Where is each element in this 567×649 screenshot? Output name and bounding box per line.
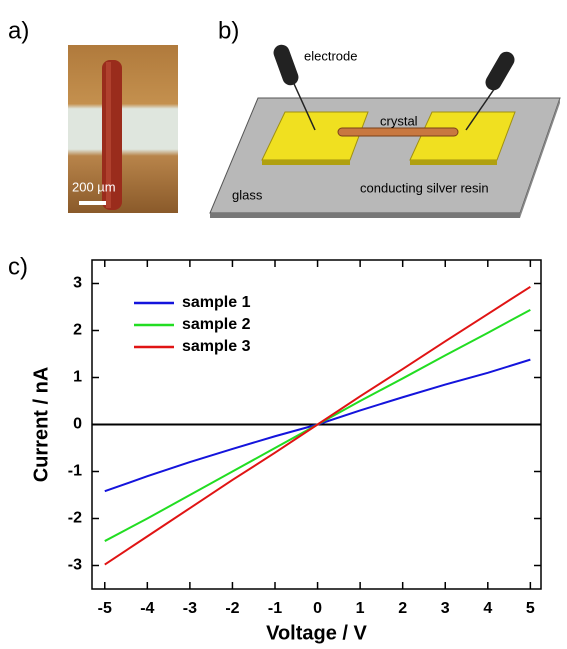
y-tick-label: 1: [73, 369, 82, 386]
legend-label: sample 3: [182, 338, 251, 355]
x-tick-label: -5: [98, 600, 112, 617]
x-tick-label: -3: [183, 600, 197, 617]
x-tick-label: 4: [483, 600, 492, 617]
y-tick-label: 3: [73, 275, 82, 292]
x-tick-label: -2: [225, 600, 239, 617]
x-tick-label: 5: [526, 600, 535, 617]
series-line: [105, 287, 531, 565]
x-tick-label: -4: [140, 600, 154, 617]
y-tick-label: -1: [68, 463, 82, 480]
y-axis-label: Current / nA: [30, 367, 52, 483]
diagram-label: glass: [232, 187, 263, 202]
x-tick-label: 0: [313, 600, 322, 617]
x-tick-label: 1: [356, 600, 365, 617]
y-tick-label: -2: [68, 510, 82, 527]
x-tick-label: -1: [268, 600, 282, 617]
panel-label: a): [8, 17, 29, 44]
y-tick-label: 0: [73, 416, 82, 433]
legend-label: sample 1: [182, 294, 251, 311]
diagram-label: crystal: [380, 113, 418, 128]
x-axis-label: Voltage / V: [266, 622, 367, 644]
legend-label: sample 2: [182, 316, 251, 333]
photo: 200 µm: [68, 45, 178, 213]
panel-label: c): [8, 253, 28, 280]
diagram-label: conducting silver resin: [360, 180, 489, 195]
panel-label: b): [218, 17, 239, 44]
diagram-label: electrode: [304, 48, 357, 63]
diagram: electrode crystal glass conducting silve…: [210, 43, 560, 218]
figure: a) b) c) 200 µm electrode crystal glass …: [0, 0, 567, 649]
x-tick-label: 2: [398, 600, 407, 617]
chart: -3 -2 -1 0 1 2 3 -5 -4 -3 -2 -1 0 1 2 3 4 5 Voltage / V Cur…: [30, 260, 541, 644]
y-tick-label: -3: [68, 557, 82, 574]
x-tick-label: 3: [441, 600, 450, 617]
y-tick-label: 2: [73, 322, 82, 339]
scale-label: 200 µm: [72, 179, 116, 194]
